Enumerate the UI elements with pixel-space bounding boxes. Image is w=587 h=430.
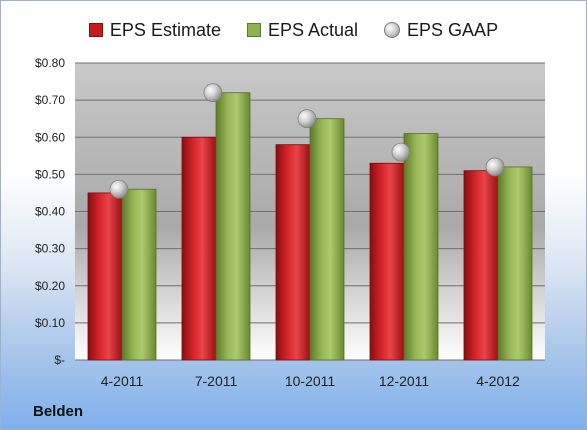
legend-swatch-gaap: [384, 22, 401, 38]
legend-swatch-estimate: [88, 23, 103, 37]
x-axis-ticks: 4-2011 7-2011 10-2011 12-2011 4-2012: [101, 373, 520, 389]
y-tick-label: $-: [54, 353, 65, 367]
marker-eps-gaap: [391, 142, 411, 162]
y-tick-label: $0.60: [35, 130, 65, 144]
bar-eps-actual: [309, 118, 345, 361]
bar-eps-actual: [403, 133, 439, 361]
bar-eps-actual: [497, 166, 533, 361]
y-tick-label: $0.50: [35, 167, 65, 181]
legend-item-estimate: EPS Estimate: [88, 19, 221, 41]
y-tick-label: $0.70: [35, 93, 65, 107]
legend-item-actual: EPS Actual: [246, 19, 359, 41]
y-axis-ticks: $- $0.10 $0.20 $0.30 $0.40 $0.50 $0.60 $0.70 $0.…: [35, 56, 65, 367]
marker-eps-gaap: [109, 179, 129, 199]
y-tick-label: $0.20: [35, 279, 65, 293]
x-tick-label: 10-2011: [285, 373, 336, 389]
bar-eps-estimate: [181, 136, 217, 361]
legend-swatch-actual: [246, 23, 261, 37]
marker-eps-gaap: [485, 157, 505, 177]
bar-eps-actual: [121, 188, 157, 361]
gaap-markers: [109, 83, 505, 199]
x-tick-label: 4-2012: [476, 373, 520, 389]
y-tick-label: $0.10: [35, 316, 65, 330]
bars: [87, 92, 533, 361]
legend-label-gaap: EPS GAAP: [407, 19, 499, 40]
x-tick-label: 4-2011: [101, 373, 144, 389]
legend-label-estimate: EPS Estimate: [109, 19, 221, 40]
marker-eps-gaap: [297, 109, 317, 129]
bar-eps-estimate: [87, 192, 123, 361]
y-tick-label: $0.80: [35, 56, 65, 70]
legend-label-actual: EPS Actual: [267, 19, 359, 40]
x-tick-label: 7-2011: [195, 373, 238, 389]
company-name: Belden: [33, 403, 84, 420]
bar-eps-actual: [215, 92, 251, 361]
bar-eps-estimate: [369, 162, 405, 361]
x-tick-label: 12-2011: [379, 373, 430, 389]
bar-eps-estimate: [275, 144, 311, 361]
y-tick-label: $0.40: [35, 205, 65, 219]
marker-eps-gaap: [203, 83, 223, 103]
bar-eps-estimate: [463, 170, 499, 361]
y-tick-label: $0.30: [35, 242, 65, 256]
legend: EPS Estimate EPS Actual EPS GAAP: [1, 17, 586, 43]
legend-item-gaap: EPS GAAP: [384, 20, 498, 41]
